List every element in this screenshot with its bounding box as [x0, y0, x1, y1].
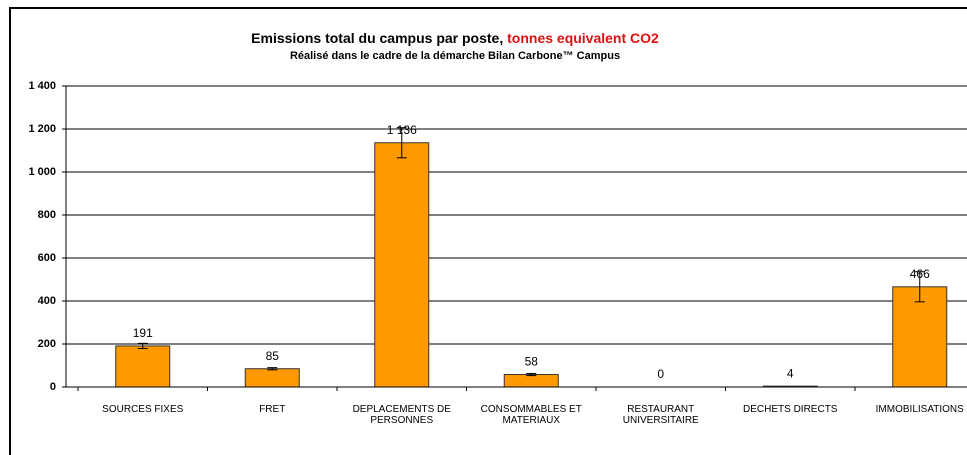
title-highlight: tonnes equivalent CO2 [507, 30, 659, 46]
y-tick-label: 400 [38, 295, 56, 307]
chart-title: Emissions total du campus par poste, ton… [251, 30, 659, 46]
y-tick-label: 0 [50, 381, 56, 393]
frame [9, 7, 967, 455]
x-tick-label: IMMOBILISATIONS [875, 404, 964, 415]
value-label: 85 [266, 349, 280, 363]
chart-subtitle: Réalisé dans le cadre de la démarche Bil… [290, 50, 620, 62]
y-tick-label: 1 000 [28, 166, 56, 178]
y-tick-label: 800 [38, 209, 56, 221]
x-tick-label: DECHETS DIRECTS [743, 404, 838, 415]
x-tick-label: CONSOMMABLES ET MATERIAUX [480, 404, 582, 426]
y-tick-label: 200 [38, 338, 56, 350]
y-tick-label: 1 400 [28, 80, 56, 92]
value-label: 0 [657, 367, 664, 381]
value-label: 191 [133, 326, 153, 340]
bar [244, 368, 300, 388]
value-label: 4 [787, 366, 794, 380]
x-tick-label: DEPLACEMENTS DE PERSONNES [352, 404, 451, 426]
x-tick-label: RESTAURANT UNIVERSITAIRE [622, 404, 699, 426]
bar [503, 374, 559, 388]
x-tick-label: FRET [259, 404, 286, 415]
y-tick-label: 1 200 [28, 123, 56, 135]
x-tick-label: SOURCES FIXES [102, 404, 184, 415]
bar [892, 286, 948, 388]
bar [115, 345, 171, 388]
bar [374, 142, 430, 388]
value-label: 1 136 [387, 123, 417, 137]
y-tick-label: 600 [38, 252, 56, 264]
value-label: 58 [525, 355, 539, 369]
value-label: 466 [910, 267, 930, 281]
title-main: Emissions total du campus par poste, [251, 30, 507, 46]
